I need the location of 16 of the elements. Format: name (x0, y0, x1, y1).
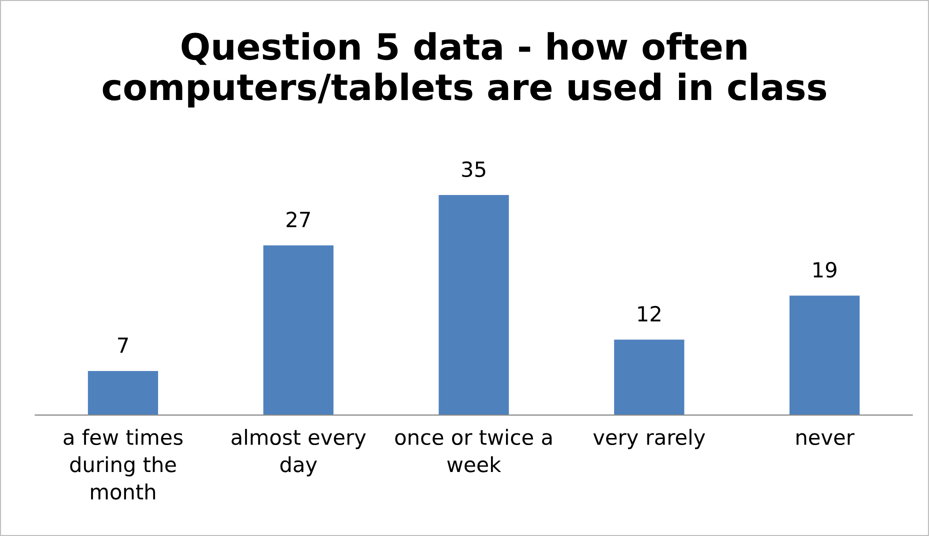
chart-title: Question 5 data - how often computers/tablets are used in class (102, 32, 826, 108)
data-label: 27 (286, 212, 310, 228)
data-label: 7 (118, 338, 128, 353)
data-label: 35 (462, 161, 486, 178)
bar (263, 245, 334, 416)
bar (614, 340, 684, 416)
bar (88, 371, 158, 416)
bar (790, 296, 860, 416)
data-label: 19 (814, 262, 836, 278)
x-tick-label: almost every day (232, 428, 366, 476)
x-tick-label: very rarely (593, 428, 706, 450)
bar (438, 195, 509, 416)
x-tick-label: a few times during the month (64, 428, 183, 500)
data-label: 12 (638, 306, 660, 322)
x-tick-label: never (796, 433, 854, 446)
x-tick-label: once or twice a week (395, 428, 552, 472)
